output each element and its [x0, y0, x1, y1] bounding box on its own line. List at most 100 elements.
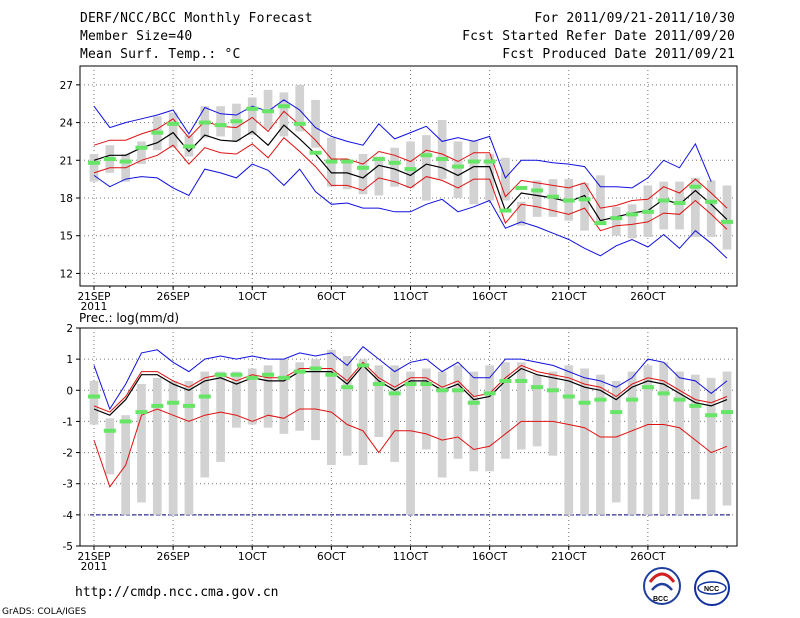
spread-box	[501, 362, 510, 459]
bcc-logo-text: BCC	[653, 596, 668, 603]
median-marker	[499, 378, 512, 383]
spread-box	[421, 135, 431, 201]
spread-box	[485, 365, 494, 472]
median-marker	[309, 150, 322, 155]
median-marker	[262, 109, 275, 114]
median-marker	[230, 119, 243, 124]
spread-box	[247, 97, 257, 136]
median-marker	[499, 208, 512, 213]
median-marker	[657, 198, 670, 203]
median-marker	[88, 394, 100, 399]
median-marker	[341, 159, 354, 164]
temperature-chart: 12 15 18 21 24 27 21SEP 26SEP 1OCT 6OCT 11OCT 16OCT…	[60, 65, 738, 313]
median-marker	[721, 219, 733, 224]
spread-box	[168, 380, 178, 515]
x-tick-label: 6OCT	[317, 291, 346, 303]
median-marker	[657, 391, 670, 396]
spread-box	[311, 99, 320, 148]
median-marker	[483, 391, 496, 396]
median-marker	[357, 363, 370, 368]
y-tick-label: -4	[63, 510, 74, 522]
member-size: Member Size=40	[80, 29, 193, 44]
spread-box	[690, 374, 700, 500]
spread-box	[390, 365, 400, 462]
spread-box	[706, 377, 716, 515]
spread-box	[485, 154, 494, 201]
median-marker	[119, 159, 132, 164]
median-marker	[372, 157, 385, 162]
spread-box	[105, 418, 115, 475]
spread-box	[580, 182, 589, 231]
spread-box	[358, 359, 368, 466]
median-marker	[151, 130, 164, 135]
median-marker	[451, 388, 464, 393]
median-marker	[562, 198, 575, 203]
start-date: Fcst Started Refer Date 2011/09/20	[462, 29, 735, 44]
median-marker	[357, 165, 370, 170]
x-tick-label: 6OCT	[317, 551, 346, 563]
median-marker	[705, 199, 718, 204]
precipitation-chart: -5 -4 -3 -2 -1 0 1 2 21SEP 26SEP 1OCT 6OCT 11OCT 16OC…	[63, 323, 738, 573]
spread-box	[453, 365, 463, 459]
median-marker	[309, 366, 322, 371]
median-marker	[626, 212, 639, 217]
median-marker	[594, 397, 607, 402]
median-marker	[182, 403, 195, 408]
spread-box	[342, 356, 352, 456]
spread-box	[675, 371, 684, 515]
spread-box	[374, 156, 384, 196]
x-tick-label: 26OCT	[630, 291, 666, 303]
ensemble-mean-line	[93, 364, 728, 416]
median-marker	[689, 184, 702, 189]
y-tick-label: 2	[66, 323, 73, 335]
y-tick-label: 24	[60, 118, 74, 130]
median-marker	[594, 221, 607, 226]
x-tick-label: 21OCT	[551, 291, 587, 303]
spread-box	[295, 84, 305, 132]
median-marker	[515, 378, 528, 383]
median-marker	[515, 185, 528, 190]
median-marker	[404, 167, 417, 172]
median-marker	[214, 372, 227, 377]
median-marker	[293, 369, 306, 374]
median-marker	[641, 209, 654, 214]
spread-box	[611, 206, 621, 236]
spread-box	[184, 380, 194, 515]
spread-box	[279, 92, 289, 137]
variable-label: Mean Surf. Temp.: °C	[80, 47, 241, 62]
x-year-label: 2011	[81, 561, 108, 573]
y-tick-label: 1	[66, 354, 73, 366]
median-marker	[578, 400, 591, 405]
spread-box	[406, 371, 415, 515]
y-tick-label: 12	[60, 268, 73, 280]
median-marker	[103, 157, 116, 162]
median-marker	[404, 382, 417, 387]
source-url[interactable]: http://cmdp.ncc.cma.gov.cn	[75, 585, 279, 600]
median-marker	[88, 160, 100, 165]
median-marker	[451, 164, 464, 169]
median-marker	[546, 194, 559, 199]
y-tick-label: 0	[66, 385, 73, 397]
median-marker	[388, 160, 401, 165]
median-marker	[721, 410, 733, 415]
spread-box	[358, 154, 368, 195]
median-marker	[673, 201, 686, 206]
forecast-period: For 2011/09/21-2011/10/30	[534, 11, 735, 26]
spread-box	[342, 160, 352, 190]
spread-box	[580, 368, 589, 515]
median-marker	[277, 375, 290, 380]
median-marker	[546, 388, 559, 393]
x-tick-label: 26SEP	[157, 551, 190, 563]
spread-box	[722, 371, 732, 506]
spread-box	[295, 362, 305, 431]
outer-upper-line	[93, 346, 728, 411]
median-marker	[531, 385, 544, 390]
outer-upper-line	[93, 99, 712, 189]
y-tick-label: -1	[63, 416, 73, 428]
outer-lower-line	[93, 163, 728, 259]
spread-box	[327, 349, 336, 466]
spread-box	[596, 175, 605, 222]
median-marker	[483, 159, 496, 164]
y-tick-label: -3	[63, 479, 73, 491]
median-marker	[246, 106, 259, 111]
